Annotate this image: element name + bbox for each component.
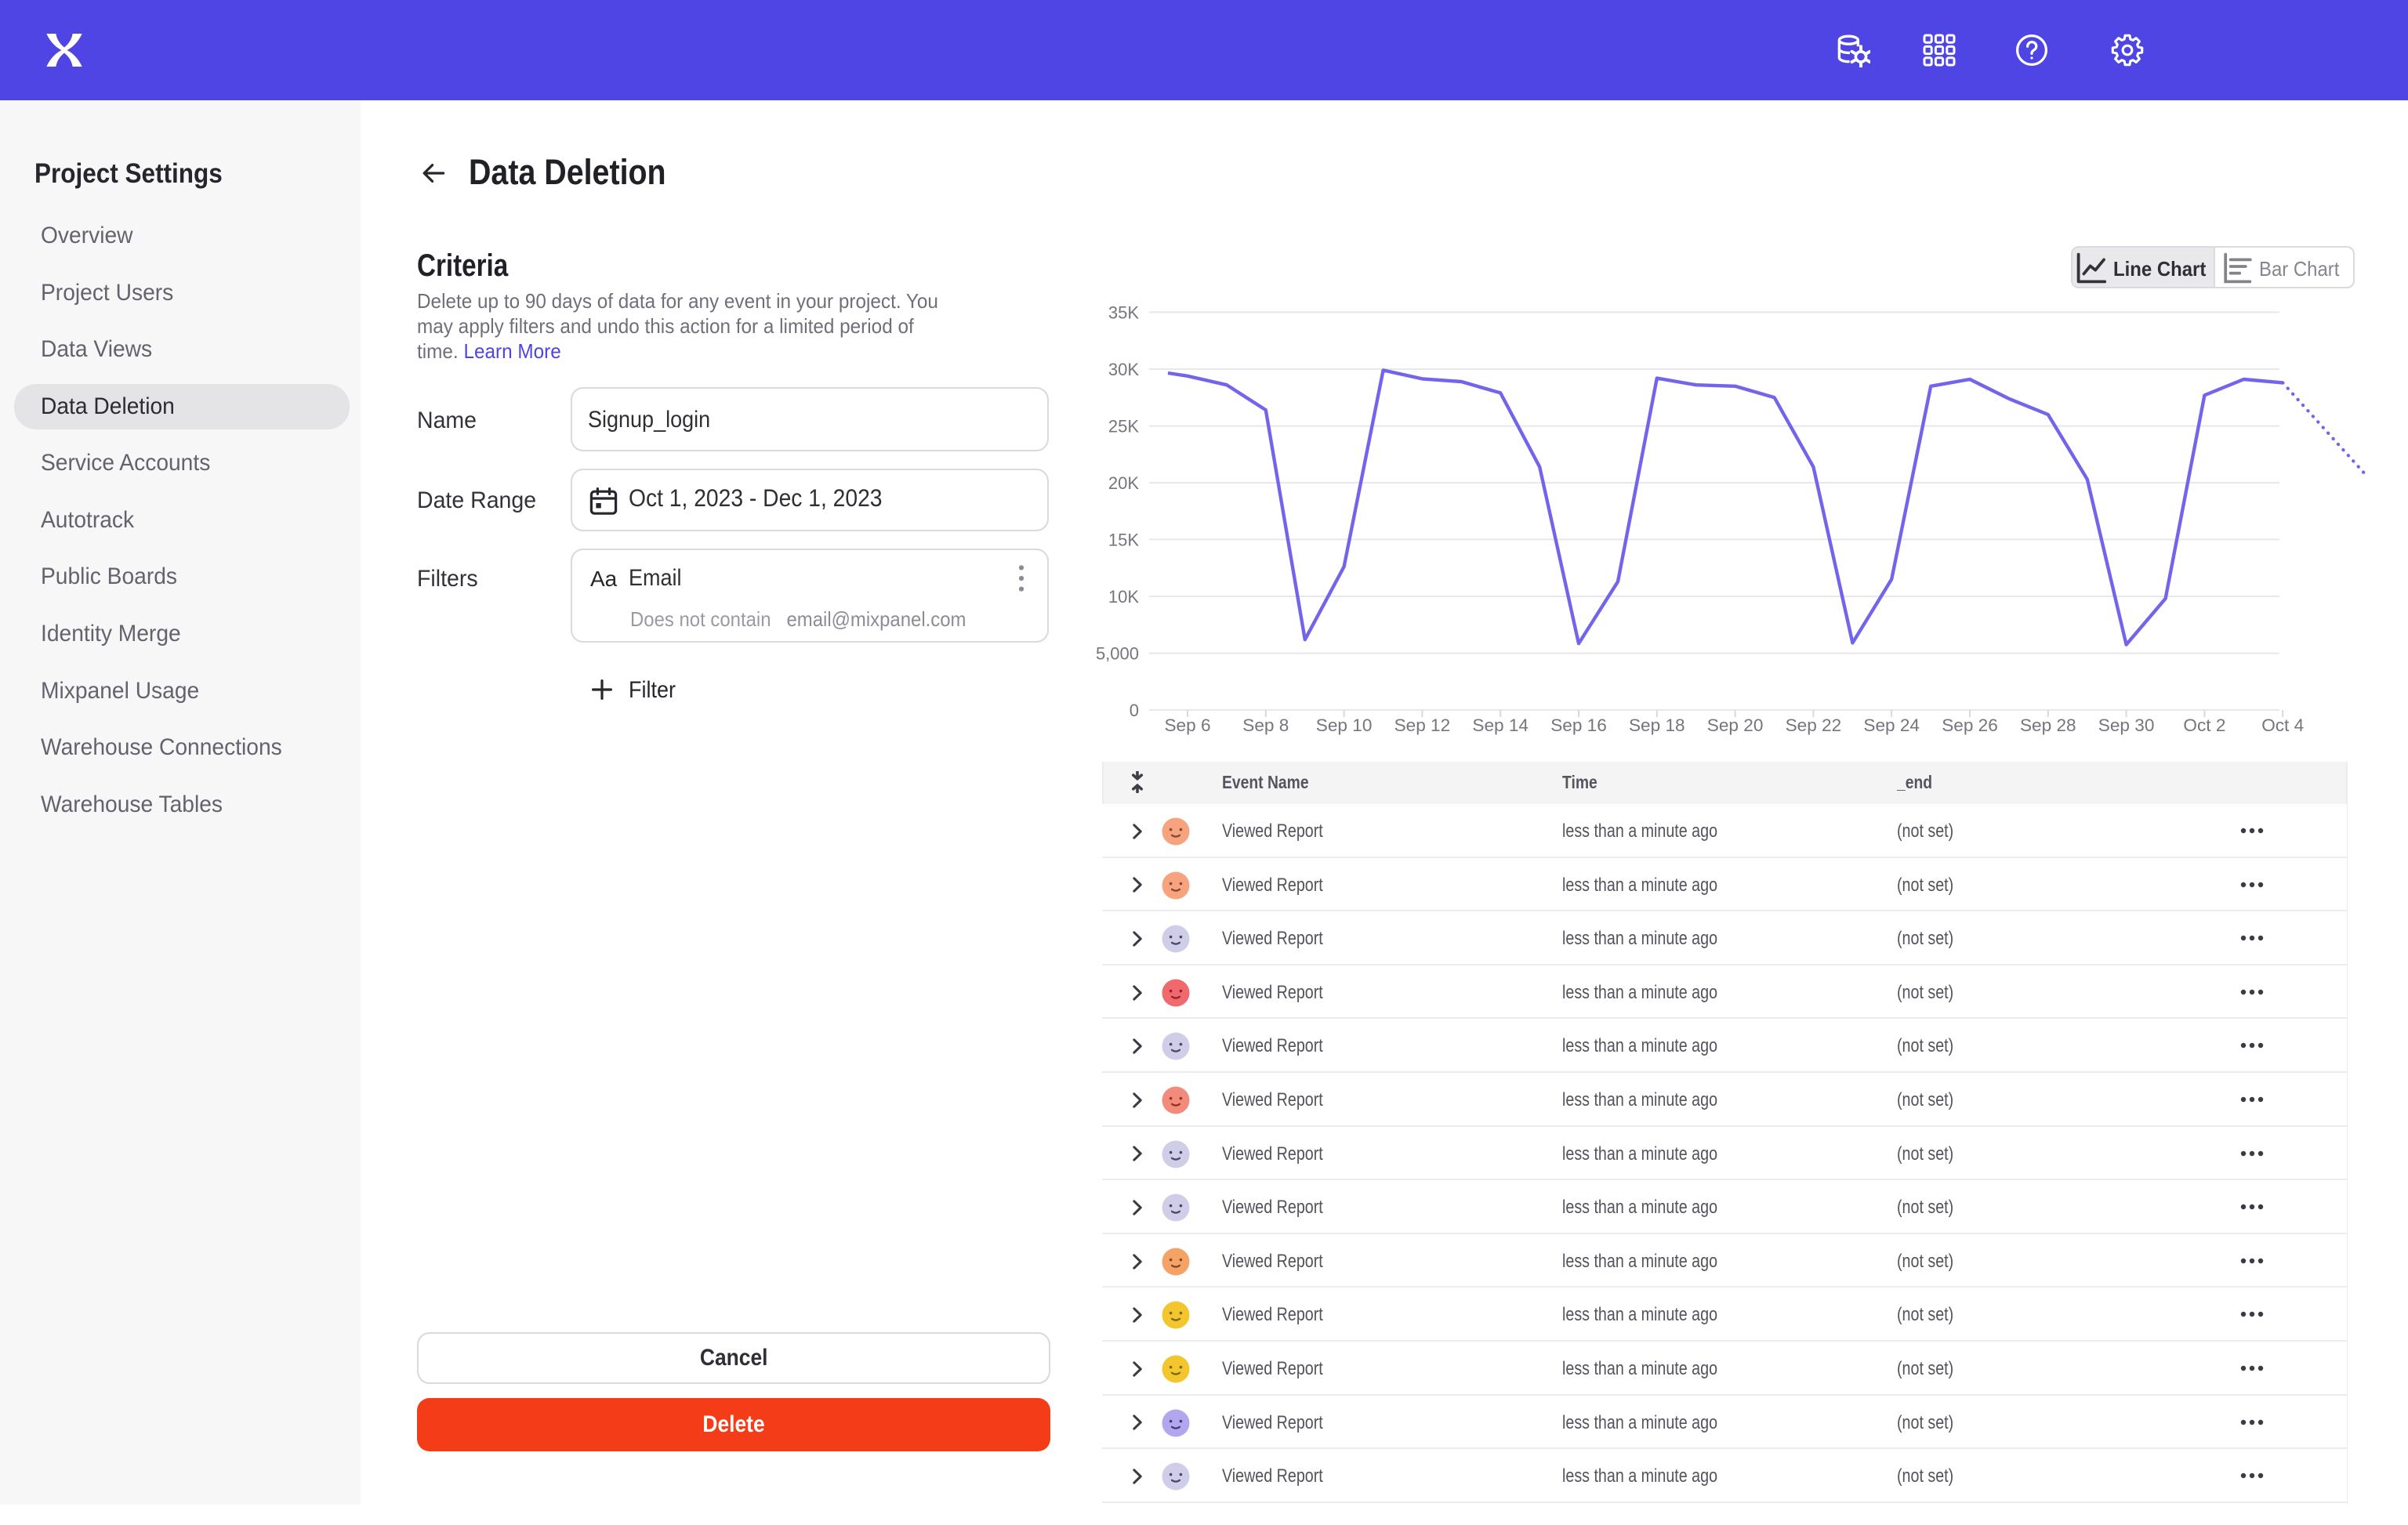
svg-text:Sep 14: Sep 14 bbox=[1472, 715, 1529, 735]
svg-text:Sep 8: Sep 8 bbox=[1242, 715, 1289, 735]
svg-text:25K: 25K bbox=[1108, 417, 1139, 436]
svg-text:Sep 30: Sep 30 bbox=[2098, 715, 2155, 735]
svg-text:Sep 26: Sep 26 bbox=[1942, 715, 1998, 735]
svg-text:Oct 4: Oct 4 bbox=[2261, 715, 2304, 735]
svg-text:20K: 20K bbox=[1108, 473, 1139, 493]
svg-text:Sep 10: Sep 10 bbox=[1316, 715, 1373, 735]
svg-text:Sep 16: Sep 16 bbox=[1550, 715, 1607, 735]
svg-text:35K: 35K bbox=[1108, 302, 1139, 322]
svg-text:15K: 15K bbox=[1108, 530, 1139, 549]
svg-text:Sep 28: Sep 28 bbox=[2020, 715, 2076, 735]
svg-text:5,000: 5,000 bbox=[1096, 644, 1139, 664]
svg-text:Oct 2: Oct 2 bbox=[2183, 715, 2225, 735]
svg-text:Sep 20: Sep 20 bbox=[1707, 715, 1764, 735]
svg-text:Sep 22: Sep 22 bbox=[1786, 715, 1842, 735]
svg-text:0: 0 bbox=[1130, 701, 1139, 720]
svg-text:Sep 6: Sep 6 bbox=[1164, 715, 1210, 735]
svg-text:Sep 12: Sep 12 bbox=[1394, 715, 1451, 735]
svg-text:Sep 24: Sep 24 bbox=[1863, 715, 1920, 735]
svg-text:30K: 30K bbox=[1108, 360, 1139, 379]
svg-text:10K: 10K bbox=[1108, 587, 1139, 607]
svg-text:Sep 18: Sep 18 bbox=[1629, 715, 1685, 735]
